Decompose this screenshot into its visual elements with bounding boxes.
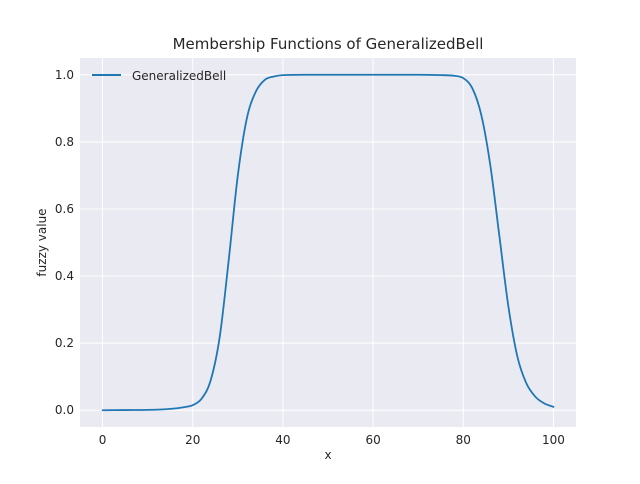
plot-area bbox=[80, 58, 576, 427]
y-tick-label: 0.4 bbox=[55, 269, 74, 283]
x-tick-label: 80 bbox=[456, 433, 471, 447]
x-tick-label: 60 bbox=[365, 433, 380, 447]
y-tick-label: 0.2 bbox=[55, 336, 74, 350]
y-tick-label: 1.0 bbox=[55, 68, 74, 82]
y-axis-label: fuzzy value bbox=[35, 208, 49, 276]
y-tick-label: 0.0 bbox=[55, 403, 74, 417]
tick-labels: 0 20 40 60 80 100 0.0 0.2 0.4 0.6 0.8 1.0 bbox=[55, 68, 565, 447]
legend: GeneralizedBell bbox=[92, 69, 226, 83]
y-tick-label: 0.6 bbox=[55, 202, 74, 216]
x-axis-label: x bbox=[324, 448, 331, 462]
x-tick-label: 100 bbox=[542, 433, 565, 447]
legend-label: GeneralizedBell bbox=[132, 69, 226, 83]
series-layer bbox=[101, 73, 555, 412]
x-tick-label: 0 bbox=[99, 433, 107, 447]
y-tick-label: 0.8 bbox=[55, 135, 74, 149]
x-tick-label: 20 bbox=[185, 433, 200, 447]
series-line-0 bbox=[101, 73, 555, 412]
x-tick-label: 40 bbox=[275, 433, 290, 447]
chart-title: Membership Functions of GeneralizedBell bbox=[173, 35, 484, 53]
